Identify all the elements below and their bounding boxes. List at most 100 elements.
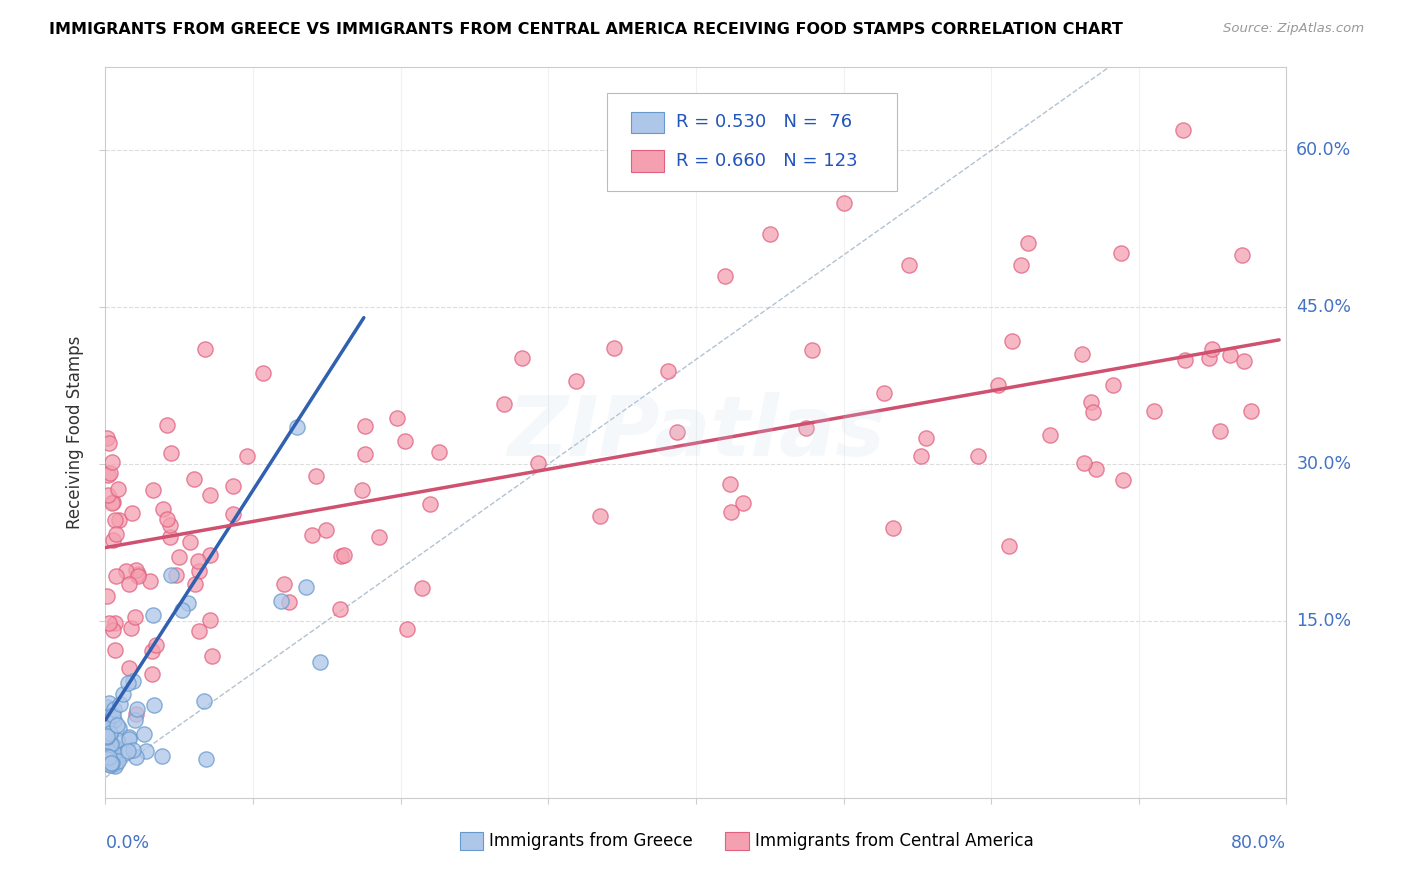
Text: Immigrants from Central America: Immigrants from Central America	[755, 831, 1033, 850]
Point	[96, 731, 118, 745]
Point	[198, 613, 221, 627]
Point	[236, 449, 259, 463]
Point	[124, 713, 146, 727]
Point	[98, 696, 121, 710]
Point	[120, 621, 142, 635]
Point	[329, 601, 352, 615]
Point	[187, 554, 209, 568]
Point	[101, 758, 124, 772]
Point	[492, 397, 515, 411]
Point	[118, 732, 141, 747]
Point	[110, 698, 132, 712]
Point	[107, 755, 129, 769]
Point	[103, 739, 125, 753]
Point	[287, 420, 309, 434]
Point	[1171, 122, 1194, 136]
FancyBboxPatch shape	[607, 93, 897, 191]
Point	[1001, 334, 1024, 348]
Point	[105, 527, 128, 541]
Point	[96, 729, 118, 743]
Point	[103, 702, 125, 716]
Point	[427, 445, 450, 459]
Point	[714, 268, 737, 283]
Point	[1174, 353, 1197, 368]
Point	[101, 756, 124, 771]
Point	[177, 596, 200, 610]
Point	[104, 745, 127, 759]
Point	[353, 419, 375, 434]
Point	[385, 411, 408, 425]
Point	[145, 638, 167, 652]
Point	[188, 624, 211, 638]
Point	[720, 504, 742, 518]
Text: R = 0.660   N = 123: R = 0.660 N = 123	[676, 153, 858, 170]
Point	[143, 698, 166, 712]
Text: 15.0%: 15.0%	[1296, 612, 1351, 630]
Point	[101, 707, 124, 722]
Point	[97, 616, 120, 631]
Point	[657, 364, 679, 378]
Point	[121, 743, 143, 757]
Point	[1112, 473, 1135, 487]
Point	[882, 521, 904, 535]
Point	[967, 449, 990, 463]
Point	[193, 694, 215, 708]
Point	[1198, 351, 1220, 365]
Point	[368, 530, 391, 544]
Point	[100, 714, 122, 728]
Point	[1017, 236, 1039, 251]
Point	[1233, 354, 1256, 368]
Point	[1102, 378, 1125, 392]
Point	[273, 577, 295, 591]
Point	[309, 655, 332, 669]
Point	[179, 535, 201, 549]
Point	[731, 496, 754, 510]
Point	[156, 417, 179, 432]
Point	[1073, 456, 1095, 470]
Point	[125, 701, 148, 715]
Point	[603, 341, 626, 355]
Point	[832, 195, 855, 210]
Point	[124, 749, 146, 764]
Point	[1080, 394, 1102, 409]
Point	[124, 609, 146, 624]
Point	[184, 576, 207, 591]
Point	[104, 642, 127, 657]
Point	[104, 513, 127, 527]
Point	[96, 720, 118, 734]
Point	[128, 567, 150, 582]
Point	[125, 707, 148, 722]
Point	[419, 497, 441, 511]
Point	[98, 738, 121, 752]
Point	[96, 741, 118, 756]
Point	[112, 687, 135, 701]
Point	[96, 724, 118, 739]
Point	[987, 377, 1010, 392]
Point	[873, 385, 896, 400]
Point	[96, 753, 118, 767]
Point	[718, 477, 741, 491]
Point	[222, 507, 245, 521]
Point	[278, 594, 301, 608]
Point	[97, 468, 120, 483]
Point	[96, 744, 118, 758]
Text: Source: ZipAtlas.com: Source: ZipAtlas.com	[1223, 22, 1364, 36]
Point	[315, 523, 337, 537]
Point	[183, 472, 205, 486]
Point	[194, 752, 217, 766]
Y-axis label: Receiving Food Stamps: Receiving Food Stamps	[66, 336, 84, 529]
Point	[1109, 246, 1132, 260]
Point	[117, 676, 139, 690]
Point	[169, 549, 191, 564]
Point	[759, 227, 782, 241]
Point	[96, 589, 118, 603]
Point	[114, 564, 136, 578]
Point	[655, 175, 678, 189]
FancyBboxPatch shape	[631, 112, 664, 134]
Text: 80.0%: 80.0%	[1232, 834, 1286, 853]
Point	[105, 732, 128, 747]
Point	[96, 723, 118, 737]
Point	[103, 533, 125, 547]
Point	[97, 710, 120, 724]
Point	[898, 258, 921, 272]
